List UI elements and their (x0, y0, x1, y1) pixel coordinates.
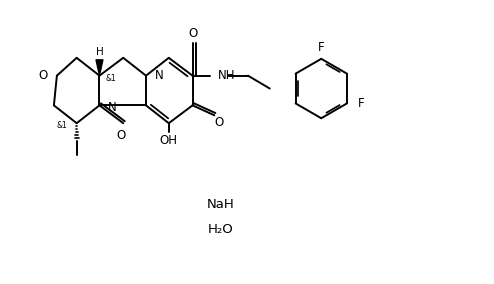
Text: N: N (108, 101, 117, 114)
Text: &1: &1 (106, 74, 117, 83)
Polygon shape (96, 60, 103, 76)
Text: H₂O: H₂O (207, 223, 233, 236)
Text: OH: OH (160, 133, 178, 147)
Text: NaH: NaH (206, 198, 234, 211)
Text: &1: &1 (56, 121, 67, 130)
Text: O: O (188, 27, 197, 39)
Text: F: F (358, 97, 365, 110)
Text: H: H (95, 47, 103, 57)
Text: F: F (318, 41, 325, 55)
Text: NH: NH (218, 69, 236, 82)
Text: N: N (155, 69, 164, 82)
Text: O: O (215, 116, 224, 129)
Text: O: O (117, 129, 126, 141)
Text: O: O (39, 69, 48, 82)
